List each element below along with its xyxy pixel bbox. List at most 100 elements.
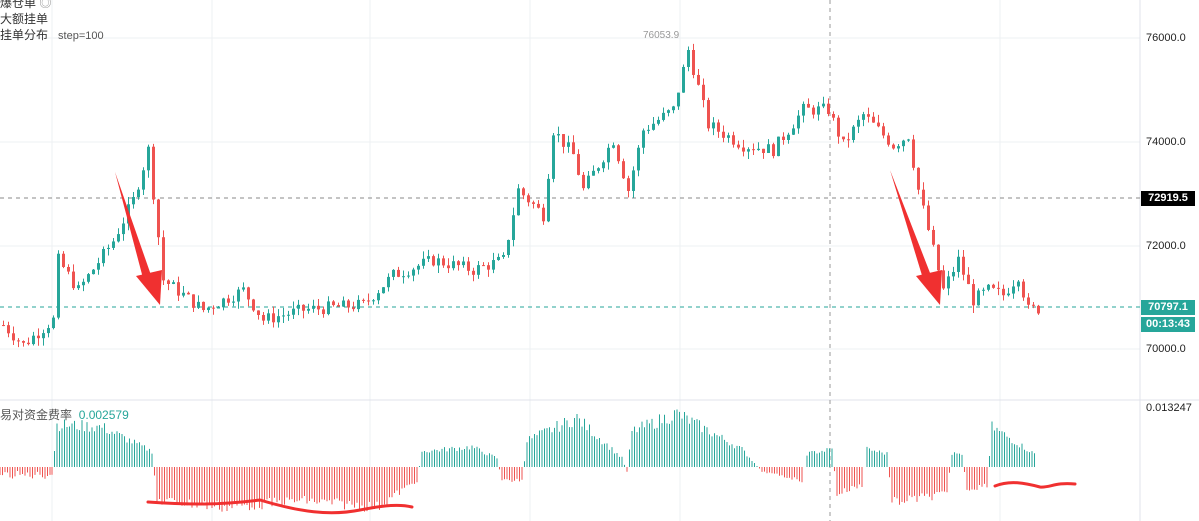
- candle-body: [997, 287, 1000, 289]
- candle-body: [642, 130, 645, 148]
- candle-body: [187, 292, 190, 295]
- candle-body: [912, 139, 915, 168]
- candle-body: [1037, 305, 1040, 314]
- candle-body: [792, 128, 795, 135]
- candle-body: [1017, 281, 1020, 287]
- candle-body: [7, 325, 10, 334]
- candle-body: [282, 315, 285, 317]
- candle-body: [27, 342, 30, 345]
- candle-body: [927, 205, 930, 230]
- candle-body: [742, 147, 745, 152]
- candle-body: [447, 265, 450, 269]
- candle-body: [352, 307, 355, 310]
- candle-body: [327, 301, 330, 315]
- candle-body: [597, 168, 600, 171]
- candle-body: [617, 145, 620, 162]
- price-tick: 70000.0: [1146, 343, 1186, 355]
- candle-body: [277, 316, 280, 323]
- annotation-arrow-shaft: [890, 170, 932, 282]
- candle-body: [982, 289, 985, 291]
- candle-body: [257, 310, 260, 315]
- last-price-tag: 70797.1: [1141, 300, 1195, 315]
- candle-body: [307, 308, 310, 311]
- candle-body: [47, 328, 50, 334]
- candle-body: [622, 161, 625, 179]
- candle-body: [822, 103, 825, 107]
- candle-body: [1027, 297, 1030, 305]
- candle-body: [832, 113, 835, 118]
- candle-body: [902, 140, 905, 147]
- candle-body: [82, 281, 85, 286]
- candle-body: [957, 256, 960, 272]
- candle-body: [162, 237, 165, 281]
- candle-body: [767, 144, 770, 154]
- candle-body: [122, 223, 125, 235]
- candle-body: [677, 92, 680, 107]
- candle-body: [862, 114, 865, 120]
- candle-body: [842, 136, 845, 140]
- candle-body: [882, 126, 885, 136]
- candle-body: [592, 170, 595, 176]
- candle-body: [112, 241, 115, 248]
- candle-body: [577, 154, 580, 175]
- candle-body: [682, 66, 685, 93]
- candle-body: [437, 258, 440, 266]
- candle-body: [887, 135, 890, 145]
- candle-body: [302, 304, 305, 311]
- candle-body: [707, 100, 710, 129]
- candle-body: [117, 234, 120, 242]
- candle-body: [787, 134, 790, 141]
- candle-body: [892, 144, 895, 149]
- candle-body: [817, 106, 820, 115]
- candle-body: [297, 304, 300, 309]
- candle-body: [17, 340, 20, 342]
- candle-body: [477, 265, 480, 275]
- candle-body: [542, 207, 545, 222]
- candle-body: [402, 276, 405, 278]
- annotation-arrow-shaft: [115, 172, 152, 282]
- candle-body: [702, 84, 705, 101]
- candle-body: [197, 301, 200, 308]
- candle-body: [1012, 286, 1015, 294]
- annotation-arrow-head: [136, 270, 162, 305]
- candle-body: [552, 135, 555, 179]
- candle-body: [192, 294, 195, 308]
- reference-price-tag: 72919.5: [1141, 191, 1195, 206]
- candle-body: [587, 175, 590, 189]
- candle-body: [387, 276, 390, 288]
- candle-body: [262, 314, 265, 321]
- candle-body: [372, 300, 375, 302]
- candle-body: [947, 276, 950, 289]
- candle-body: [497, 256, 500, 261]
- candle-body: [492, 260, 495, 270]
- candle-body: [547, 178, 550, 222]
- candle-body: [932, 229, 935, 245]
- candle-body: [717, 122, 720, 132]
- candle-body: [1022, 281, 1025, 298]
- candle-body: [967, 274, 970, 285]
- candle-body: [732, 135, 735, 145]
- eye-icon[interactable]: ◎: [39, 0, 52, 10]
- annotation-underline: [146, 498, 414, 515]
- candle-body: [12, 333, 15, 341]
- candle-body: [692, 49, 695, 75]
- candle-body: [922, 189, 925, 206]
- candle-body: [647, 129, 650, 131]
- candle-body: [987, 284, 990, 290]
- candle-body: [847, 139, 850, 141]
- candle-body: [607, 147, 610, 163]
- candle-body: [172, 282, 175, 284]
- candle-body: [157, 199, 160, 238]
- candle-body: [917, 167, 920, 190]
- candle-body: [582, 174, 585, 189]
- candle-body: [237, 289, 240, 302]
- candle-body: [537, 203, 540, 208]
- candle-body: [207, 307, 210, 311]
- candle-body: [777, 136, 780, 157]
- price-tick: 72000.0: [1146, 240, 1186, 252]
- candle-body: [427, 256, 430, 259]
- candle-body: [467, 261, 470, 271]
- candle-body: [522, 188, 525, 196]
- candle-body: [812, 107, 815, 115]
